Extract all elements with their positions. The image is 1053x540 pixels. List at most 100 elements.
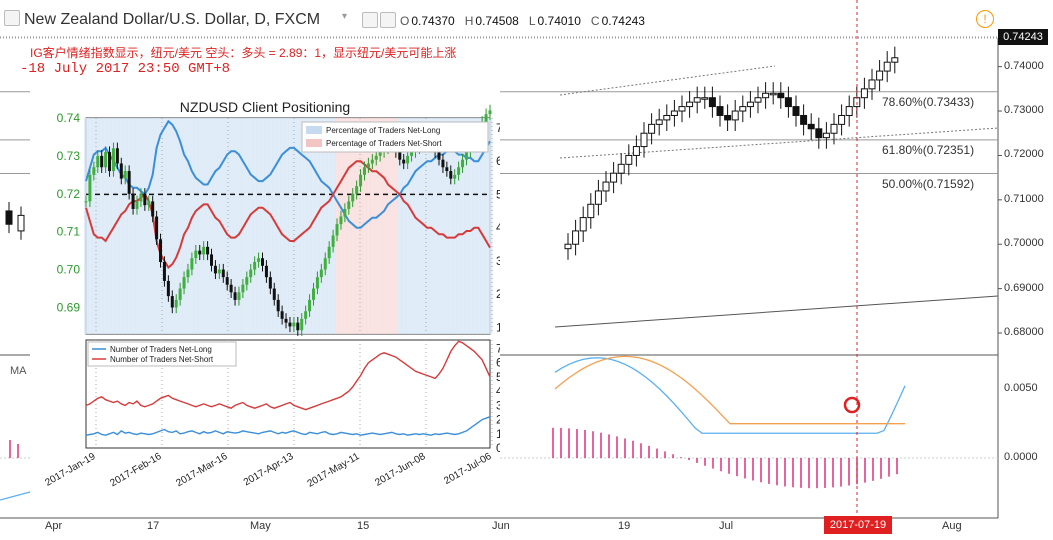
- sentiment-shade: [484, 118, 489, 334]
- date-tick-label: 19: [618, 520, 631, 532]
- price-candle-body: [319, 269, 323, 278]
- price-candle-body: [178, 288, 182, 300]
- price-candle-body: [249, 269, 253, 278]
- settings-icon[interactable]: [362, 12, 378, 28]
- inset-title: NZDUSD Client Positioning: [180, 99, 350, 115]
- price-candle-body: [151, 201, 155, 217]
- eye-icon[interactable]: [380, 12, 396, 28]
- price-candle-body: [162, 262, 166, 281]
- price-candle-body: [186, 269, 190, 278]
- sentiment-shade: [389, 118, 395, 334]
- price-candle-body: [182, 277, 186, 289]
- chevron-down-icon[interactable]: ▾: [342, 11, 348, 22]
- price-candle-body: [366, 163, 370, 168]
- inset-pct-tick: 30: [496, 254, 500, 268]
- open-value: 0.74370: [411, 14, 455, 28]
- price-candle-body: [264, 265, 268, 278]
- sentiment-shade: [158, 118, 163, 334]
- osc-tick-label: 0.0000: [1004, 451, 1038, 463]
- price-candle-body: [464, 152, 468, 160]
- sentiment-shade: [248, 118, 254, 334]
- symbol-title[interactable]: New Zealand Dollar/U.S. Dollar, D, FXCM: [24, 11, 321, 28]
- sentiment-shade: [193, 118, 199, 334]
- channel-upper: [559, 65, 776, 96]
- collapse-icon[interactable]: [4, 10, 20, 26]
- high-value: 0.74508: [475, 14, 519, 28]
- net-long-pct-line: [85, 119, 491, 229]
- price-candle-body: [311, 288, 315, 300]
- price-candle-body: [92, 167, 96, 175]
- price-candle-body: [210, 254, 214, 266]
- sentiment-shade: [87, 118, 93, 334]
- candle: [716, 106, 724, 116]
- inset-pct-tick: 50: [496, 187, 500, 201]
- price-candle-body: [198, 250, 202, 255]
- inset-pct-tick: 20: [496, 287, 500, 301]
- sentiment-shade: [366, 118, 371, 334]
- sentiment-shade: [460, 118, 465, 334]
- price-candle-body: [410, 152, 414, 156]
- candle: [731, 110, 739, 121]
- price-candle-body: [331, 235, 335, 247]
- price-candle-body: [115, 148, 119, 164]
- inset-price-tick: 0.71: [57, 225, 81, 239]
- candle: [686, 101, 694, 108]
- sentiment-shade: [409, 118, 414, 334]
- price-candle-body: [323, 258, 327, 270]
- price-candle-body: [206, 246, 210, 255]
- sentiment-shade: [236, 118, 242, 334]
- sentiment-shade: [378, 118, 383, 334]
- inset-count-tick: 100: [496, 427, 500, 441]
- sentiment-shade: [480, 118, 485, 334]
- sentiment-shade: [476, 118, 481, 334]
- price-candle-body: [245, 277, 249, 285]
- sentiment-shade: [417, 118, 422, 334]
- legend-box: [87, 341, 237, 367]
- sentiment-shade: [284, 118, 289, 334]
- sentiment-shade: [382, 118, 387, 334]
- sentiment-shade: [189, 118, 195, 334]
- candle: [830, 123, 838, 134]
- candle: [648, 123, 656, 134]
- price-candle-body: [406, 155, 410, 164]
- price-candle-body: [288, 322, 292, 327]
- sentiment-shade: [256, 118, 262, 334]
- price-candle-body: [225, 277, 229, 285]
- sentiment-shade: [127, 118, 132, 334]
- price-candle-body: [253, 262, 257, 270]
- candle: [617, 163, 625, 174]
- price-candle-body: [315, 277, 319, 289]
- price-candle-body: [233, 292, 237, 300]
- price-candle-body: [445, 167, 449, 172]
- price-candle-body: [359, 174, 363, 187]
- net-short-count-line: [85, 340, 491, 411]
- candle: [655, 119, 663, 125]
- candle: [822, 132, 830, 139]
- price-candle-body: [194, 250, 198, 259]
- sentiment-shade: [440, 118, 446, 334]
- price-candle-body: [166, 280, 170, 297]
- close-key: C: [590, 14, 600, 28]
- price-candle-body: [441, 159, 445, 168]
- crossover-marker: [843, 396, 861, 414]
- sentiment-shade: [244, 118, 250, 334]
- sentiment-shade: [386, 118, 391, 334]
- candle: [792, 106, 800, 116]
- sentiment-shade: [252, 118, 258, 334]
- inset-price-tick: 0.72: [57, 187, 81, 201]
- warning-icon[interactable]: !: [976, 10, 994, 28]
- ma-label: MA: [10, 365, 27, 377]
- fib-label: 50.00%(0.71592): [882, 176, 975, 191]
- last-price-tag: 0.74243: [998, 29, 1048, 45]
- price-candle-body: [272, 288, 276, 300]
- candle: [5, 210, 13, 225]
- client-positioning-inset: NZDUSD Client Positioning 0.74 0.73 0.72 0.7…: [30, 88, 500, 502]
- candle: [693, 97, 701, 103]
- sentiment-shade: [150, 118, 156, 334]
- price-candle-body: [347, 201, 351, 209]
- sentiment-shade: [315, 118, 320, 334]
- sentiment-shade: [197, 118, 203, 334]
- candle: [724, 114, 732, 121]
